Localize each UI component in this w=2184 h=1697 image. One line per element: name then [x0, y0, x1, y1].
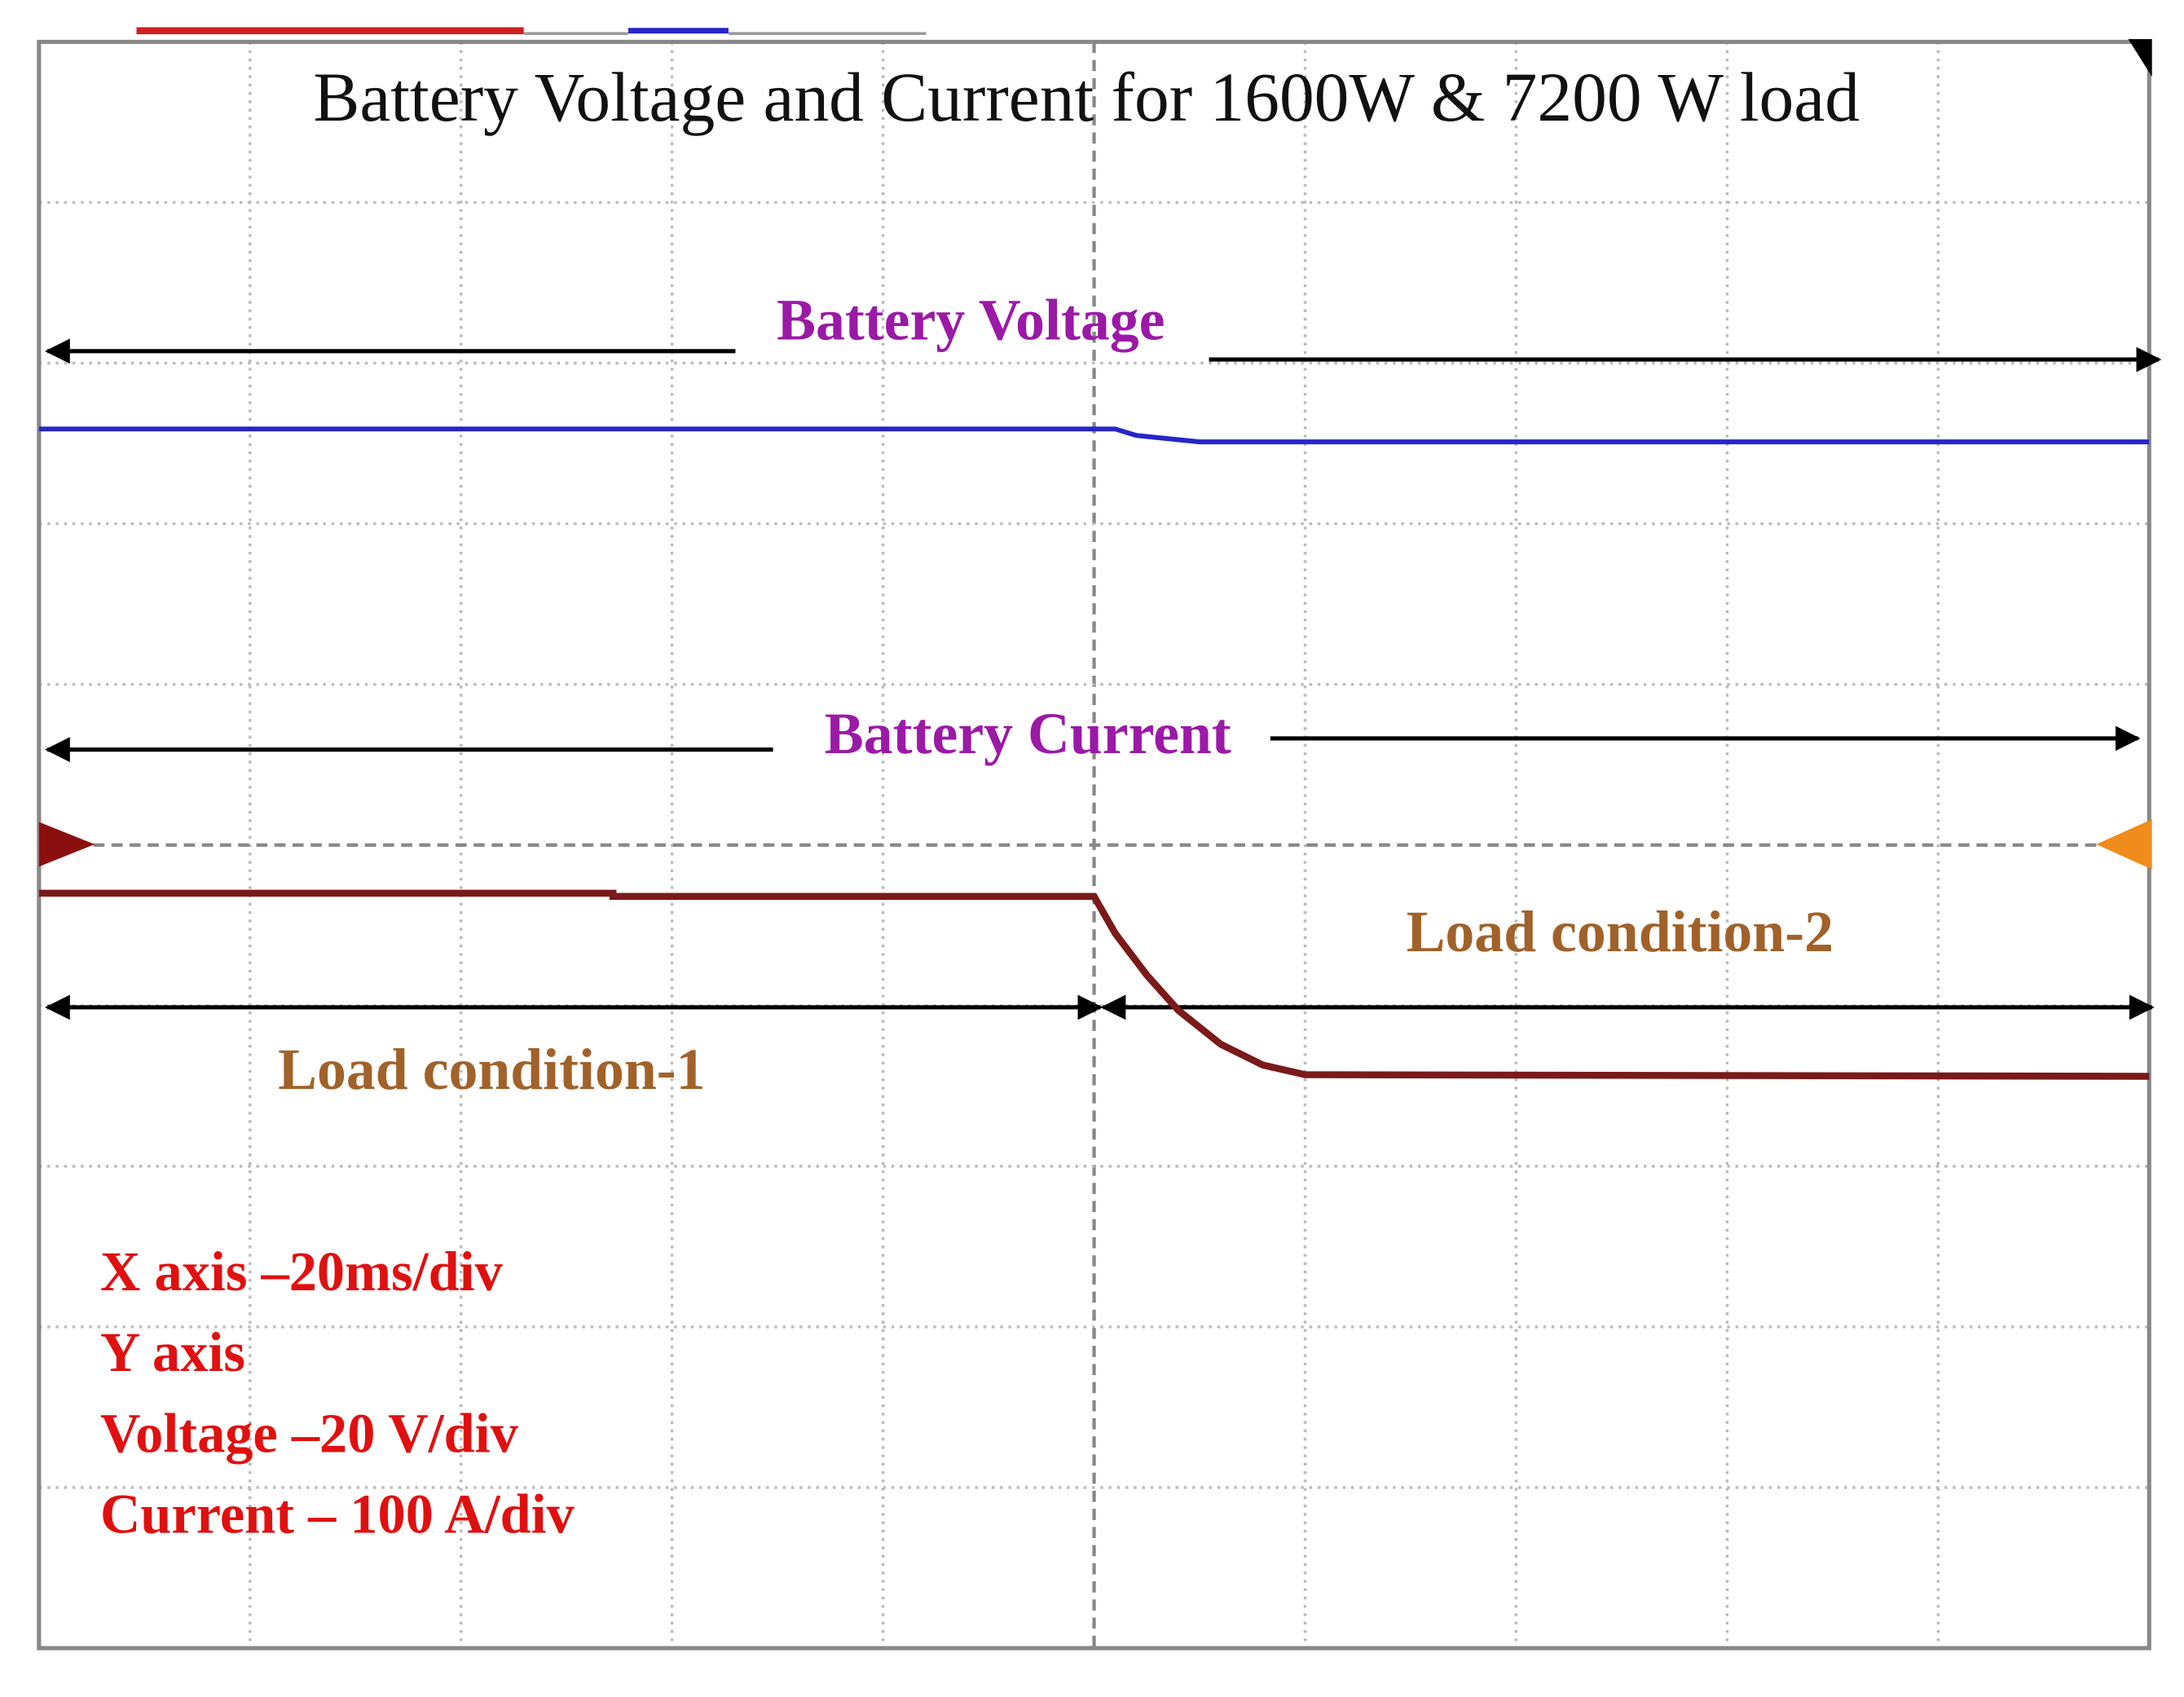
- series-label: Battery Voltage: [777, 288, 1165, 353]
- note: Current – 100 A/div: [100, 1483, 575, 1545]
- annotation: Load condition-1: [278, 1037, 705, 1102]
- trace: [38, 426, 2150, 445]
- trigger-marker: [2096, 819, 2152, 870]
- series-label: Battery Current: [825, 701, 1231, 766]
- trace: [38, 889, 2150, 1080]
- traces: [38, 426, 2150, 1080]
- arrows: [45, 338, 2162, 1020]
- ground-marker: [38, 822, 95, 867]
- annotation: Load condition-2: [1407, 899, 1834, 964]
- note: X axis –20ms/div: [100, 1241, 504, 1303]
- note: Y axis: [100, 1321, 245, 1383]
- chart-title: Battery Voltage and Current for 1600W & …: [313, 60, 1860, 136]
- note: Voltage –20 V/div: [100, 1402, 519, 1464]
